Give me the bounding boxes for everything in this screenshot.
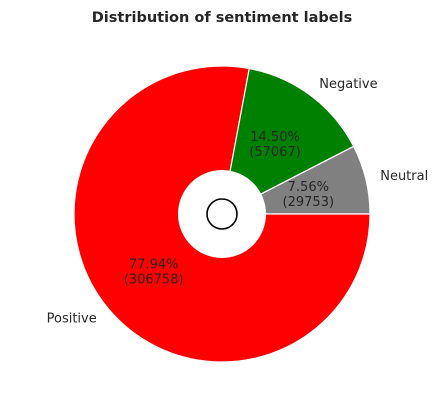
chart-title: Distribution of sentiment labels [92, 10, 352, 26]
center-ring [206, 198, 238, 230]
slice-count-neutral: (29753) [283, 195, 335, 210]
slice-percent-neutral: 7.56% [288, 180, 329, 195]
slice-count-negative: (57067) [249, 145, 301, 160]
slice-percent-negative: 14.50% [250, 130, 300, 145]
slice-label-positive: Positive [47, 312, 97, 327]
slice-label-neutral: Neutral [380, 169, 428, 184]
pie-slice-negative [221, 67, 355, 216]
pie-labels: Neutral 7.56%(29753) Negative 14.50%(57067)… [47, 77, 429, 327]
slice-label-negative: Negative [319, 77, 377, 92]
slice-count-positive: (306758) [124, 273, 184, 288]
slice-percent-positive: 77.94% [129, 258, 179, 273]
